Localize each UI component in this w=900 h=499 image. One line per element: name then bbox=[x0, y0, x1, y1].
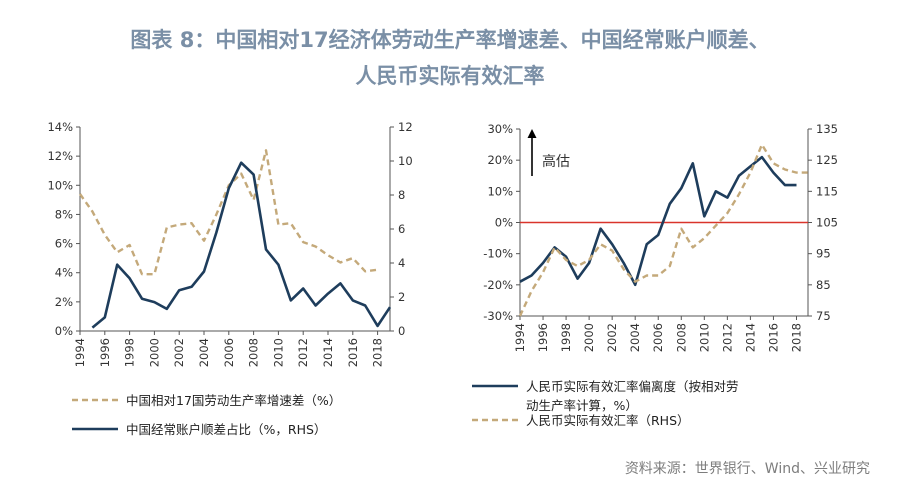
x-tick-label: 2008 bbox=[674, 323, 688, 352]
y-tick-label-right: 115 bbox=[816, 184, 838, 198]
legend-label: 中国相对17国劳动生产率增速差（%） bbox=[126, 393, 341, 408]
y-tick-label-right: 125 bbox=[816, 153, 838, 167]
x-tick-label: 2008 bbox=[247, 338, 261, 367]
y-tick-label-left: 20% bbox=[487, 153, 513, 167]
y-tick-label-left: -10% bbox=[483, 247, 513, 261]
y-tick-label-right: 0 bbox=[398, 324, 405, 338]
series-solid-line bbox=[91, 161, 392, 329]
series-dashed-line bbox=[79, 149, 378, 276]
x-tick-label: 2000 bbox=[147, 338, 161, 367]
x-tick-label: 2014 bbox=[321, 338, 335, 367]
legend-label-cont: 动生产率计算，%） bbox=[526, 398, 638, 413]
overvalued-arrow-head bbox=[527, 129, 537, 138]
y-tick-label-left: 6% bbox=[55, 237, 73, 251]
y-tick-label-right: 6 bbox=[398, 222, 405, 236]
figure-title-line2: 人民币实际有效汇率 bbox=[355, 64, 545, 88]
y-tick-label-left: 30% bbox=[487, 122, 513, 136]
x-tick-label: 2006 bbox=[222, 338, 236, 367]
source-note: 资料来源：世界银行、Wind、兴业研究 bbox=[624, 461, 870, 477]
x-tick-label: 2014 bbox=[743, 323, 757, 352]
x-tick-label: 2012 bbox=[296, 338, 310, 367]
series-solid-line bbox=[519, 155, 797, 287]
x-tick-label: 2004 bbox=[197, 338, 211, 367]
x-tick-label: 2012 bbox=[720, 323, 734, 352]
y-tick-label-right: 10 bbox=[398, 154, 413, 168]
x-tick-label: 2004 bbox=[628, 323, 642, 352]
y-tick-label-left: 12% bbox=[47, 149, 73, 163]
y-tick-label-right: 8 bbox=[398, 188, 405, 202]
x-tick-label: 2018 bbox=[789, 323, 803, 352]
y-tick-label-left: 8% bbox=[55, 207, 73, 221]
x-tick-label: 2002 bbox=[605, 323, 619, 352]
legend-label: 人民币实际有效汇率偏离度（按相对劳 bbox=[526, 379, 739, 394]
series-dashed-line bbox=[518, 143, 808, 317]
figure-title-line1: 图表 8：中国相对17经济体劳动生产率增速差、中国经常账户顺差、 bbox=[130, 28, 770, 52]
y-tick-label-right: 12 bbox=[398, 120, 413, 134]
x-tick-label: 2016 bbox=[346, 338, 360, 367]
y-tick-label-left: 14% bbox=[47, 120, 73, 134]
y-tick-label-right: 75 bbox=[816, 309, 831, 323]
y-tick-label-left: 4% bbox=[55, 266, 73, 280]
y-tick-label-left: -20% bbox=[483, 278, 513, 292]
y-tick-label-left: 10% bbox=[487, 184, 513, 198]
legend-label: 人民币实际有效汇率（RHS） bbox=[526, 413, 690, 428]
y-tick-label-right: 85 bbox=[816, 278, 831, 292]
x-tick-label: 1998 bbox=[123, 338, 137, 367]
y-tick-label-left: -30% bbox=[483, 309, 513, 323]
y-tick-label-left: 0% bbox=[55, 324, 73, 338]
y-tick-label-right: 2 bbox=[398, 290, 405, 304]
y-tick-label-right: 135 bbox=[816, 122, 838, 136]
x-tick-label: 1998 bbox=[559, 323, 573, 352]
x-tick-label: 2002 bbox=[172, 338, 186, 367]
y-tick-label-left: 10% bbox=[47, 178, 73, 192]
x-tick-label: 2006 bbox=[651, 323, 665, 352]
y-tick-label-left: 2% bbox=[55, 295, 73, 309]
legend-label: 中国经常账户顺差占比（%，RHS） bbox=[126, 422, 326, 437]
x-tick-label: 1994 bbox=[73, 338, 87, 367]
y-tick-label-left: 0% bbox=[495, 216, 513, 230]
x-tick-label: 1996 bbox=[98, 338, 112, 367]
x-tick-label: 2000 bbox=[582, 323, 596, 352]
y-tick-label-right: 105 bbox=[816, 216, 838, 230]
x-tick-label: 2018 bbox=[371, 338, 385, 367]
y-tick-label-right: 95 bbox=[816, 247, 831, 261]
x-tick-label: 1996 bbox=[536, 323, 550, 352]
overvalued-annotation: 高估 bbox=[542, 153, 570, 170]
x-tick-label: 1994 bbox=[513, 323, 527, 352]
x-tick-label: 2016 bbox=[766, 323, 780, 352]
x-tick-label: 2010 bbox=[697, 323, 711, 352]
x-tick-label: 2010 bbox=[271, 338, 285, 367]
y-tick-label-right: 4 bbox=[398, 256, 405, 270]
